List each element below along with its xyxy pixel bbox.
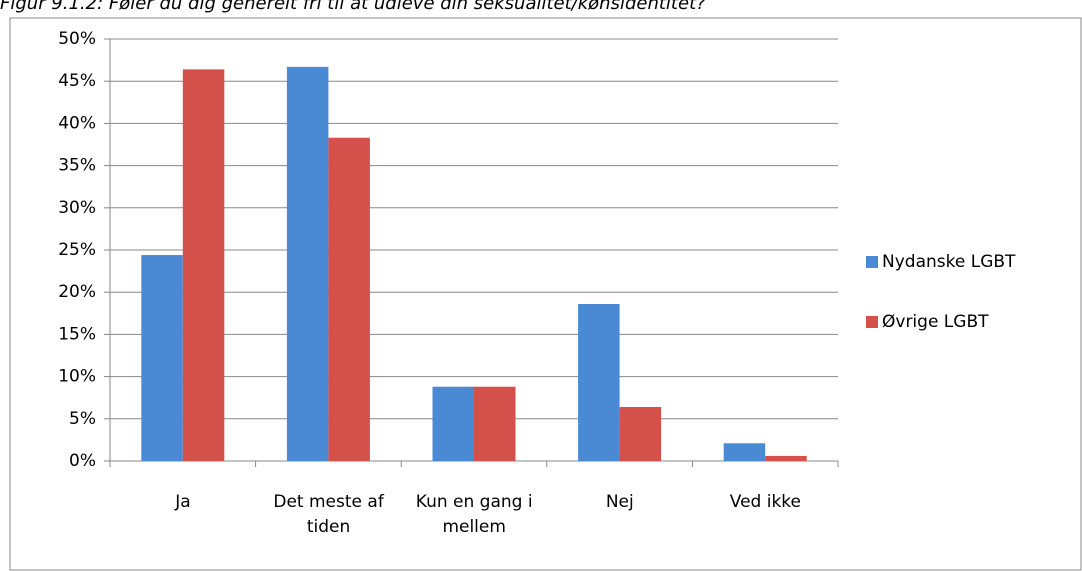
y-tick-label: 25% (58, 240, 96, 260)
y-tick-label: 20% (58, 282, 96, 302)
y-tick-label: 15% (58, 324, 96, 344)
y-tick-label: 40% (58, 113, 96, 133)
bar (765, 455, 807, 461)
y-tick-label: 0% (69, 451, 96, 471)
y-tick-label: 35% (58, 156, 96, 176)
y-tick-label: 30% (58, 198, 96, 218)
bar (578, 304, 620, 461)
bar (723, 443, 766, 461)
bar (141, 255, 183, 461)
bar (619, 406, 662, 461)
bar (182, 69, 225, 461)
x-tick-label: Kun en gang i mellem (415, 492, 533, 537)
legend-swatch (866, 256, 878, 268)
bar (286, 66, 329, 462)
x-tick-label: Det meste af tiden (273, 492, 384, 537)
bar (474, 386, 516, 461)
legend-label: Nydanske LGBT (882, 252, 1016, 272)
bar (328, 137, 370, 462)
x-tick-label: Ja (175, 492, 191, 512)
legend-swatch (866, 316, 878, 328)
y-tick-label: 50% (58, 29, 96, 49)
bar (432, 386, 474, 461)
chart-title: Figur 9.1.2: Føler du dig generelt fri t… (0, 0, 706, 14)
x-tick-label: Nej (605, 492, 634, 512)
legend-label: Øvrige LGBT (882, 312, 989, 332)
y-tick-label: 45% (58, 71, 96, 91)
y-tick-label: 5% (69, 409, 96, 429)
y-tick-label: 10% (58, 367, 96, 387)
x-tick-label: Ved ikke (729, 492, 801, 512)
